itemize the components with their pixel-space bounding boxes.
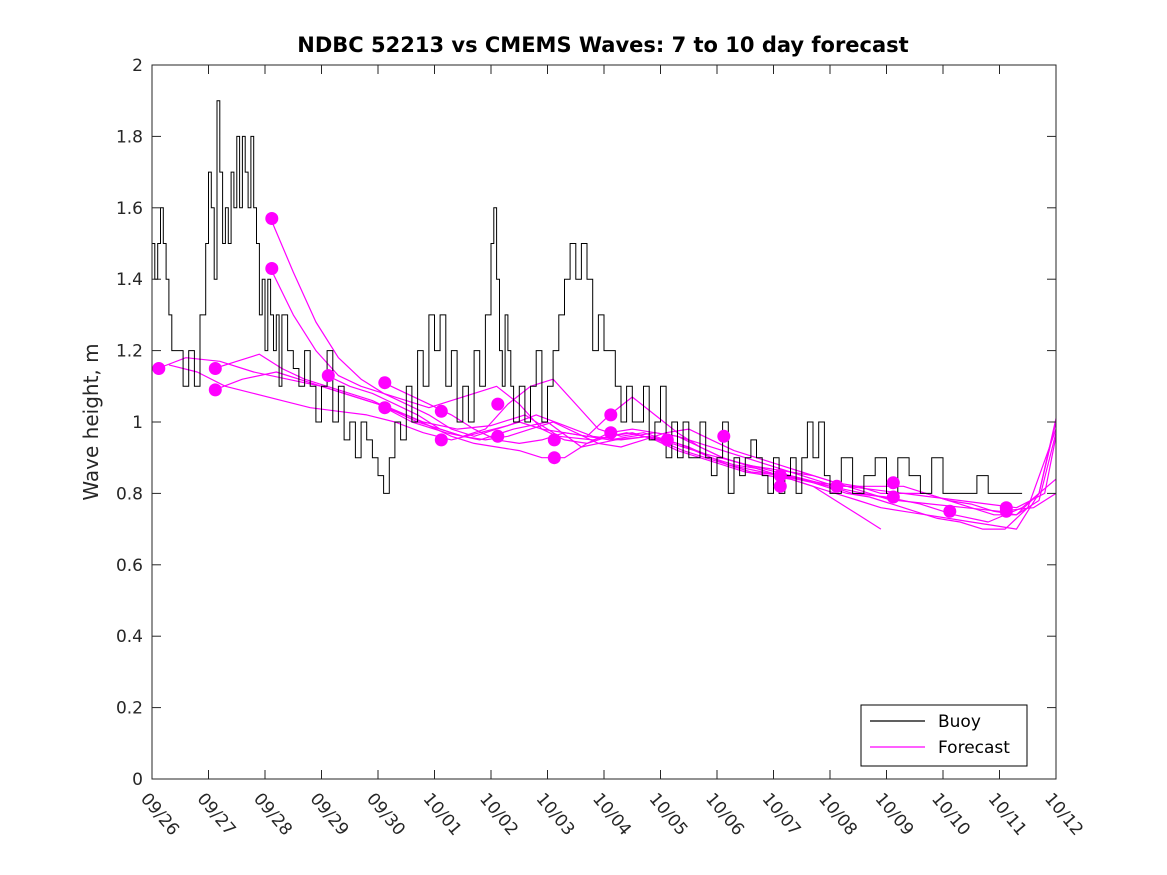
forecast-marker [321, 369, 335, 383]
x-tick-label: 10/09 [871, 789, 918, 839]
forecast-marker [604, 426, 618, 440]
legend: Buoy Forecast [860, 704, 1028, 767]
forecast-marker [886, 490, 900, 504]
y-tick-label: 1.2 [116, 342, 143, 362]
forecast-marker [265, 262, 279, 275]
forecast-marker [943, 504, 957, 518]
forecast-marker [773, 469, 787, 483]
x-tick-label: 10/03 [532, 789, 579, 839]
x-tick-label: 10/07 [758, 789, 805, 839]
forecast-line-6 [326, 375, 893, 502]
forecast-marker [265, 212, 279, 225]
forecast-marker [378, 401, 392, 415]
x-tick-label: 09/28 [249, 789, 296, 839]
forecast-marker [208, 383, 222, 397]
forecast-marker [378, 376, 392, 390]
legend-box [860, 704, 1028, 767]
forecast-line-3 [214, 353, 1056, 530]
forecast-marker [999, 504, 1013, 518]
series-group [152, 100, 1056, 530]
forecast-marker [434, 404, 448, 418]
x-tick-label: 10/11 [984, 789, 1031, 839]
x-tick-label: 10/04 [588, 789, 635, 839]
buoy-line [152, 100, 1023, 494]
forecast-marker [604, 408, 618, 422]
y-axis-label: Wave height, m [79, 343, 103, 500]
plot-background [152, 65, 1056, 779]
forecast-marker [491, 429, 505, 443]
y-tick-label: 0.4 [116, 627, 143, 647]
forecast-marker [660, 433, 674, 447]
y-tick-label: 1 [132, 413, 143, 433]
x-tick-label: 09/26 [136, 789, 183, 839]
y-tick-label: 1.8 [116, 127, 143, 147]
x-tick-label: 10/01 [419, 789, 466, 839]
x-tick-label: 09/29 [306, 789, 353, 839]
x-tick-label: 10/08 [814, 789, 861, 839]
forecast-marker [491, 397, 505, 411]
x-tick-label: 10/05 [645, 789, 692, 839]
legend-label-buoy: Buoy [938, 712, 981, 732]
y-tick-label: 0.6 [116, 556, 143, 576]
x-tick-label: 10/06 [701, 789, 748, 839]
x-tick-label: 10/12 [1040, 789, 1087, 839]
x-tick-label: 10/02 [475, 789, 522, 839]
forecast-line-9 [168, 364, 1056, 509]
forecast-marker [717, 429, 731, 443]
y-tick-label: 0 [132, 770, 143, 790]
x-tick-label: 09/30 [362, 789, 409, 839]
x-tick-label: 10/10 [927, 789, 974, 839]
forecast-marker [830, 479, 844, 493]
chart-title: NDBC 52213 vs CMEMS Waves: 7 to 10 day f… [297, 33, 908, 57]
forecast-marker [152, 362, 166, 375]
y-tick-label: 1.4 [116, 270, 143, 290]
legend-label-forecast: Forecast [938, 738, 1010, 758]
y-tick-label: 0.8 [116, 484, 143, 504]
forecast-marker [434, 433, 448, 447]
y-tick-label: 0.2 [116, 699, 143, 719]
forecast-marker [773, 479, 787, 493]
plot-area [152, 65, 1056, 779]
y-tick-label: 2 [132, 56, 143, 76]
forecast-marker [886, 476, 900, 490]
forecast-marker [208, 362, 222, 375]
forecast-marker [547, 433, 561, 447]
forecast-marker [547, 451, 561, 465]
y-tick-label: 1.6 [116, 199, 143, 219]
x-tick-label: 09/27 [193, 789, 240, 839]
